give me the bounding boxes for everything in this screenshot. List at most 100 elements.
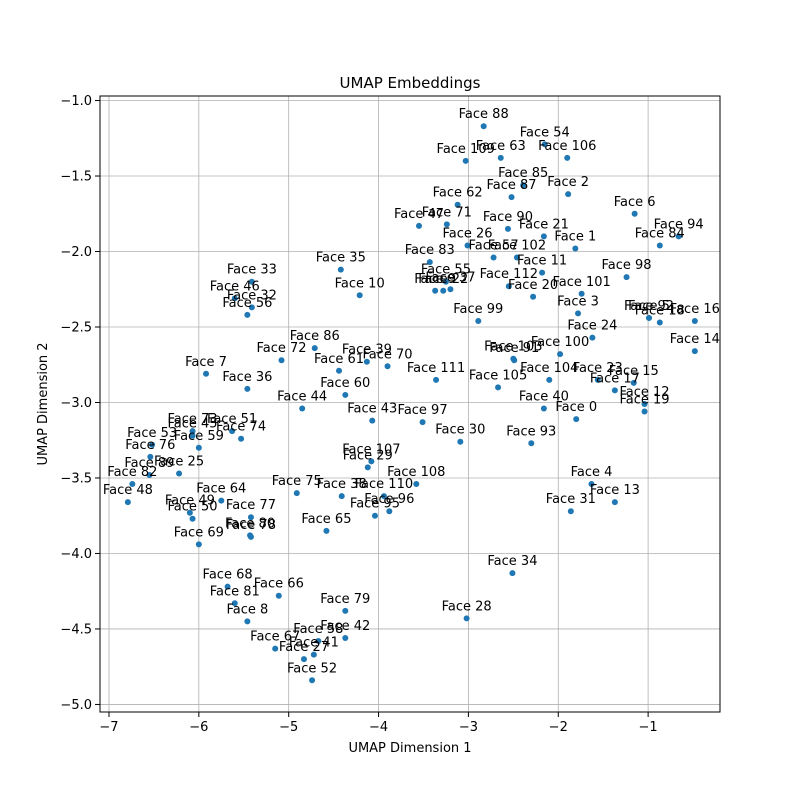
scatter-point (315, 638, 322, 645)
scatter-point (244, 618, 251, 625)
point-label: Face 96 (364, 492, 414, 507)
scatter-point (342, 607, 349, 614)
point-label: Face 112 (480, 267, 538, 282)
point-label: Face 111 (407, 361, 465, 376)
point-label: Face 0 (555, 400, 597, 415)
y-tick-label: −2.0 (60, 245, 92, 260)
scatter-point (186, 509, 193, 516)
scatter-point (248, 304, 255, 311)
point-label: Face 84 (635, 226, 685, 241)
point-label: Face 51 (207, 412, 257, 427)
scatter-point (300, 656, 307, 663)
point-label: Face 23 (573, 361, 623, 376)
point-label: Face 29 (343, 448, 393, 463)
scatter-point (231, 295, 238, 302)
scatter-point (630, 379, 637, 386)
point-label: Face 18 (635, 303, 685, 318)
point-label: Face 105 (469, 368, 527, 383)
scatter-point (504, 225, 511, 232)
point-label: Face 9 (414, 272, 456, 287)
point-label: Face 41 (289, 636, 339, 651)
point-label: Face 42 (320, 619, 370, 634)
point-label: Face 73 (168, 412, 218, 427)
point-label: Face 74 (216, 420, 266, 435)
scatter-point (490, 254, 497, 261)
scatter-point (275, 592, 282, 599)
scatter-point (589, 334, 596, 341)
point-label: Face 37 (425, 270, 475, 285)
scatter-point (464, 242, 471, 249)
point-label: Face 1 (554, 229, 596, 244)
scatter-point (572, 245, 579, 252)
x-tick-label: −2 (549, 720, 568, 735)
x-tick-label: −7 (99, 720, 118, 735)
plot-frame (99, 95, 721, 713)
scatter-point (231, 600, 238, 607)
point-label: Face 8 (226, 602, 268, 617)
point-label: Face 12 (619, 385, 669, 400)
point-label: Face 77 (226, 498, 276, 513)
point-label: Face 68 (203, 568, 253, 583)
point-label: Face 43 (347, 402, 397, 417)
x-tick-label: −1 (639, 720, 658, 735)
point-label: Face 72 (256, 341, 306, 356)
scatter-point (440, 287, 447, 294)
scatter-point (247, 532, 254, 539)
point-label: Face 92 (624, 299, 674, 314)
point-label: Face 67 (250, 630, 300, 645)
scatter-point (691, 317, 698, 324)
scatter-point (229, 428, 236, 435)
x-tick-label: −4 (369, 720, 388, 735)
point-label: Face 98 (602, 258, 652, 273)
scatter-point (371, 512, 378, 519)
point-label: Face 104 (520, 361, 578, 376)
point-label: Face 14 (670, 332, 720, 347)
point-label: Face 17 (590, 371, 640, 386)
scatter-point (189, 515, 196, 522)
scatter-point (203, 370, 210, 377)
scatter-point (462, 157, 469, 164)
point-label: Face 27 (279, 640, 329, 655)
scatter-point (218, 497, 225, 504)
point-label: Face 69 (174, 525, 224, 540)
scatter-point (611, 499, 618, 506)
scatter-point (293, 490, 300, 497)
scatter-point (442, 278, 449, 285)
point-label: Face 33 (227, 263, 277, 278)
scatter-point (195, 541, 202, 548)
scatter-point (176, 470, 183, 477)
point-label: Face 78 (226, 518, 276, 533)
point-label: Face 28 (442, 599, 492, 614)
scatter-point (195, 444, 202, 451)
point-label: Face 93 (506, 424, 556, 439)
scatter-point (573, 416, 580, 423)
y-tick-label: −1.0 (60, 94, 92, 109)
scatter-point (510, 355, 517, 362)
point-label: Face 31 (546, 492, 596, 507)
point-label: Face 21 (519, 217, 569, 232)
scatter-point (480, 123, 487, 130)
scatter-point (588, 481, 595, 488)
axis-ticks: −7 −6 −5 −4 −3 −2 −1 −1.0 −1.5 −2.0 −2.5 −3.0 −3.5 −4… (60, 94, 657, 735)
point-label: Face 47 (394, 207, 444, 222)
scatter-point (309, 677, 316, 684)
point-label: Face 3 (557, 294, 599, 309)
scatter-point (546, 376, 553, 383)
scatter-point (244, 385, 251, 392)
point-label: Face 57 (469, 239, 519, 254)
scatter-point (454, 201, 461, 208)
point-label: Face 5 (628, 299, 670, 314)
point-label: Face 10 (335, 276, 385, 291)
scatter-point (384, 363, 391, 370)
scatter-point (520, 182, 527, 189)
point-label: Face 50 (168, 500, 218, 515)
point-label: Face 48 (103, 483, 153, 498)
scatter-point (368, 458, 375, 465)
scatter-point (567, 508, 574, 515)
point-label: Face 26 (442, 226, 492, 241)
point-label: Face 24 (567, 319, 617, 334)
point-label: Face 25 (154, 454, 204, 469)
point-label: Face 30 (435, 423, 485, 438)
point-label: Face 19 (619, 393, 669, 408)
scatter-point (540, 233, 547, 240)
